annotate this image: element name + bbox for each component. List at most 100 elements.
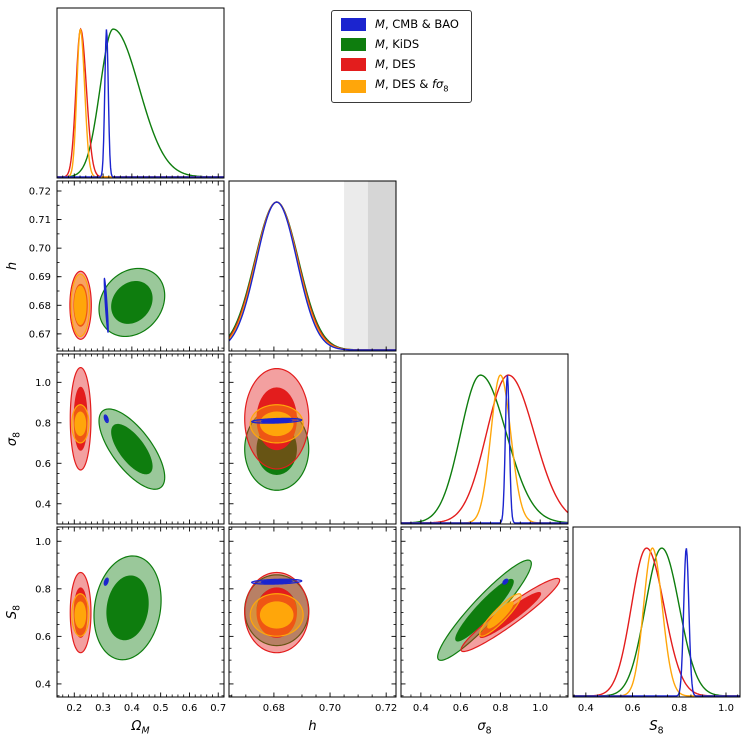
h-reference-band	[367, 181, 396, 351]
contour68-cmb_bao	[260, 579, 293, 584]
panel-border	[228, 180, 397, 352]
contour68-kids	[455, 578, 514, 642]
y-tick-label: 0.4	[35, 679, 51, 690]
contour68-cmb_bao	[104, 288, 109, 323]
y-tick-label: 0.68	[29, 301, 51, 312]
posterior-curve	[57, 27, 224, 178]
x-axis-title-sigma8: σ8	[477, 719, 491, 736]
x-axis-title-s8: S8	[649, 719, 663, 736]
panel-sigma8-density	[400, 353, 569, 525]
panel-border	[56, 180, 225, 352]
axes-ticks: 0.2 0.3 0.4 0.5 0.6 0.7 0.4 0.6 0.8 1.0	[35, 527, 226, 714]
y-tick-label: 0.67	[29, 329, 51, 340]
posterior-curve	[401, 374, 568, 524]
y-tick-label: 0.70	[29, 244, 51, 255]
legend-label-kids: M, KiDS	[375, 37, 420, 51]
posterior-curve	[401, 375, 568, 524]
panel-border	[228, 526, 397, 698]
axes-ticks: 0.4 0.6 0.8 1.0	[573, 692, 739, 714]
x-axis-title-h: h	[308, 719, 316, 734]
panel-border	[400, 353, 569, 525]
y-tick-label: 0.4	[35, 499, 51, 510]
panel-border	[572, 526, 741, 698]
panel-s8-density: 0.4 0.6 0.8 1.0	[572, 526, 741, 714]
y-tick-label: 1.0	[35, 378, 51, 389]
legend-label-cmb_bao: M, CMB & BAO	[375, 17, 459, 31]
panel-omega_m-density	[56, 7, 225, 179]
panel-sigma8-s8: 0.4 0.6 0.8 1.0	[400, 526, 569, 714]
y-tick-label: 0.69	[29, 272, 51, 283]
contour68-des_fs8	[74, 411, 87, 437]
panel-h-density	[228, 180, 397, 352]
axes-ticks	[231, 346, 387, 351]
contour68-des_fs8	[74, 285, 87, 325]
contour68-des_fs8	[74, 601, 87, 629]
x-tick-label: 0.8	[492, 703, 508, 714]
panel-border	[400, 526, 569, 698]
x-tick-label: 1.0	[532, 703, 548, 714]
axes-ticks: 0.4 0.6 0.8 1.0	[35, 354, 224, 524]
x-tick-label: 0.8	[671, 703, 687, 714]
panel-border	[56, 7, 225, 179]
posterior-curve	[401, 374, 568, 524]
y-tick-label: 0.8	[35, 584, 51, 595]
axes-ticks: 0.68 0.70 0.72	[229, 527, 397, 714]
posterior-curve	[57, 28, 224, 178]
y-tick-label: 0.71	[29, 215, 51, 226]
x-tick-label: 0.6	[625, 703, 641, 714]
y-tick-label: 1.0	[35, 537, 51, 548]
y-tick-label: 0.6	[35, 632, 51, 643]
axes-ticks	[410, 519, 561, 524]
x-tick-label: 1.0	[718, 703, 734, 714]
contour68-kids	[106, 575, 149, 641]
legend-item-kids: M, KiDS	[341, 38, 459, 51]
contour68-cmb_bao	[104, 415, 109, 422]
posterior-curve	[57, 28, 224, 178]
legend-swatch-des_fs8	[341, 80, 366, 94]
posterior-curve	[573, 548, 740, 697]
legend-label-des: M, DES	[375, 57, 416, 71]
x-tick-label: 0.3	[95, 703, 111, 714]
y-tick-label: 0.72	[29, 187, 51, 198]
x-tick-label: 0.4	[413, 703, 429, 714]
contour68-cmb_bao	[104, 578, 109, 585]
panel-omega_m-sigma8: 0.4 0.6 0.8 1.0	[35, 353, 225, 525]
x-axis-title-omega_m: ΩM	[131, 719, 150, 736]
contour68-kids	[111, 280, 153, 324]
panel-omega_m-s8: 0.2 0.3 0.4 0.5 0.6 0.7 0.4 0.6 0.8 1.0	[35, 526, 226, 714]
contour68-cmb_bao	[503, 579, 508, 584]
posterior-curve	[401, 374, 568, 524]
contour68-kids	[111, 423, 153, 475]
y-tick-label: 0.6	[35, 459, 51, 470]
x-tick-label: 0.4	[578, 703, 594, 714]
x-tick-label: 0.6	[453, 703, 469, 714]
h-reference-band	[344, 181, 368, 351]
axes-ticks	[229, 354, 396, 524]
y-axis-title-h: h	[5, 262, 20, 270]
x-tick-label: 0.72	[375, 703, 397, 714]
legend-swatch-kids	[341, 38, 366, 51]
y-axis-title-sigma8: σ8	[5, 432, 22, 446]
x-tick-label: 0.4	[124, 703, 140, 714]
posterior-curve	[57, 29, 224, 178]
legend-label-des_fs8: M, DES & fσ8	[375, 77, 449, 94]
panel-omega_m-h: 0.67 0.68 0.69 0.70 0.71 0.72	[29, 180, 225, 352]
x-tick-label: 0.5	[153, 703, 169, 714]
legend-swatch-cmb_bao	[341, 18, 366, 31]
legend-item-cmb_bao: M, CMB & BAO	[341, 18, 459, 31]
contour68-cmb_bao	[260, 418, 293, 423]
contour68-des_fs8	[259, 601, 294, 629]
y-axis-title-s8: S8	[5, 605, 22, 619]
legend-swatch-des	[341, 58, 366, 71]
panel-border	[56, 526, 225, 698]
x-tick-label: 0.68	[263, 703, 285, 714]
legend: M, CMB & BAO M, KiDS M, DES M, DES & fσ8	[331, 10, 472, 104]
contour68-des_fs8	[259, 411, 294, 437]
x-tick-label: 0.7	[210, 703, 226, 714]
panel-h-sigma8	[228, 353, 397, 525]
y-tick-label: 0.8	[35, 418, 51, 429]
axes-ticks: 0.67 0.68 0.69 0.70 0.71 0.72	[29, 181, 224, 351]
axes-ticks	[62, 173, 219, 178]
